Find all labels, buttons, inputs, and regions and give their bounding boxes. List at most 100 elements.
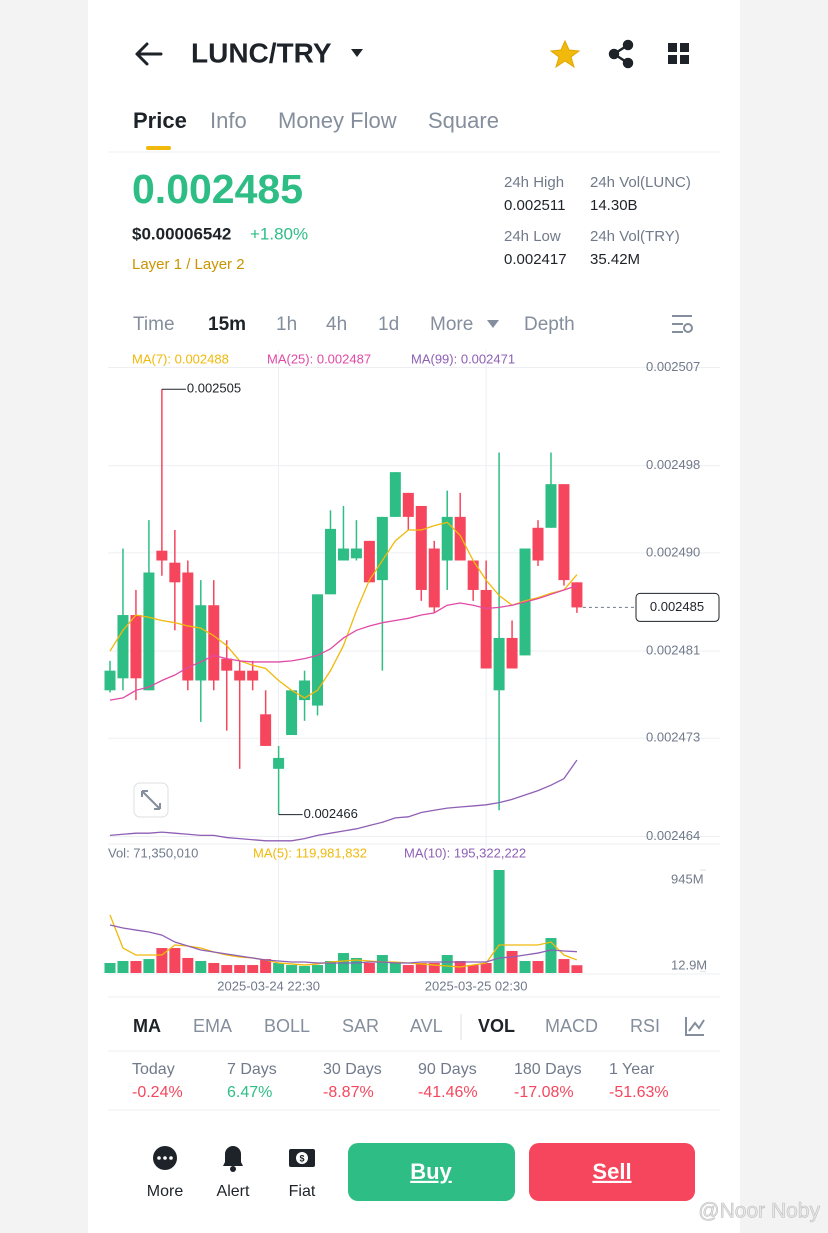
tab-indicator — [146, 146, 171, 150]
back-button[interactable] — [135, 42, 163, 66]
indicator-settings[interactable] — [685, 1017, 705, 1036]
sell-button[interactable]: Sell — [529, 1143, 695, 1201]
category-tag[interactable]: Layer 1 / Layer 2 — [132, 256, 245, 273]
y-tick-label: 0.002473 — [646, 730, 700, 745]
candle-body — [104, 670, 116, 691]
pair-dropdown[interactable] — [351, 49, 363, 57]
volume-bar — [117, 961, 129, 973]
callout-label: 0.002505 — [187, 381, 241, 396]
tab[interactable]: Info — [210, 108, 247, 133]
x-tick-label: 2025-03-24 22:30 — [217, 978, 320, 993]
interval[interactable]: More — [430, 314, 473, 335]
tab[interactable]: Money Flow — [278, 108, 397, 133]
candle-body — [545, 484, 557, 528]
action-more[interactable]: More — [147, 1146, 184, 1200]
indicator-tab[interactable]: MA — [133, 1016, 161, 1036]
volume-bar — [324, 961, 336, 973]
perf-label: 30 Days — [323, 1061, 382, 1078]
expand-button[interactable] — [133, 782, 169, 818]
ma-line — [109, 584, 578, 701]
volume-tick-label: 12.9M — [671, 957, 707, 972]
stat-value: 35.42M — [590, 251, 640, 268]
volume-bar — [441, 955, 453, 973]
chart-settings[interactable] — [672, 315, 693, 333]
interval[interactable]: Time — [133, 314, 175, 335]
candle-body — [363, 540, 375, 583]
candle-body — [324, 528, 336, 595]
perf-value: -41.46% — [418, 1084, 478, 1101]
perf-value: -8.87% — [323, 1084, 374, 1101]
candle-body — [130, 615, 142, 679]
interval[interactable]: Depth — [524, 314, 575, 335]
volume-bar — [182, 957, 194, 973]
volume-bar — [558, 959, 570, 973]
more-dropdown[interactable] — [487, 320, 499, 328]
volume-bar — [286, 965, 298, 973]
grid-menu[interactable] — [668, 43, 689, 64]
tab[interactable]: Square — [428, 108, 499, 133]
watermark: @Noor Noby — [698, 1200, 820, 1223]
stat-label: 24h High — [504, 174, 564, 191]
candle-body — [454, 516, 466, 561]
stat-label: 24h Vol(TRY) — [590, 228, 680, 245]
volume-ma-line — [109, 924, 577, 964]
chart: 0.002507 0.002498 0.002490 0.002481 0.002473… — [104, 350, 720, 993]
perf-value: -51.63% — [609, 1084, 669, 1101]
legend-entry: MA(5): 119,981,832 — [253, 845, 367, 860]
candle-body — [493, 637, 505, 691]
action-alert[interactable]: Alert — [217, 1146, 250, 1200]
perf-label: 180 Days — [514, 1061, 582, 1078]
candle-body — [143, 572, 155, 691]
pair-title[interactable]: LUNC/TRY — [191, 37, 332, 68]
candle-body — [558, 484, 570, 581]
favorite-star[interactable] — [549, 39, 581, 69]
y-tick-label: 0.002481 — [646, 642, 700, 657]
volume-bar — [156, 948, 168, 973]
volume-bar — [532, 961, 544, 973]
interval[interactable]: 1h — [276, 314, 297, 335]
legend-entry: MA(25): 0.002487 — [267, 351, 371, 366]
volume-bar — [389, 962, 401, 973]
indicator-tab[interactable]: RSI — [630, 1016, 660, 1036]
candle-body — [350, 548, 362, 559]
stat-value: 0.002417 — [504, 251, 567, 268]
candle-body — [273, 757, 285, 769]
perf-label: 1 Year — [609, 1061, 655, 1078]
indicator-tab[interactable]: SAR — [342, 1016, 379, 1036]
indicator-tab[interactable]: AVL — [410, 1016, 443, 1036]
action-label: Alert — [217, 1183, 250, 1200]
interval[interactable]: 15m — [208, 314, 246, 335]
buy-button[interactable]: Buy — [348, 1143, 515, 1201]
interval[interactable]: 1d — [378, 314, 399, 335]
volume-bar — [428, 962, 440, 973]
volume-bar — [350, 957, 362, 973]
candle-body — [337, 548, 349, 561]
perf-value: 6.47% — [227, 1084, 272, 1101]
callout-label: 0.002466 — [304, 806, 358, 821]
legend-entry: MA(7): 0.002488 — [132, 351, 229, 366]
tab[interactable]: Price — [133, 108, 187, 133]
indicator-tab[interactable]: BOLL — [264, 1016, 310, 1036]
action-label: More — [147, 1183, 184, 1200]
volume-tick-label: 945M — [671, 871, 704, 886]
action-fiat[interactable]: $ Fiat — [289, 1149, 316, 1200]
indicator-tab[interactable]: MACD — [545, 1016, 598, 1036]
volume-bar — [234, 965, 246, 973]
share-button[interactable] — [608, 39, 634, 69]
stat-value: 14.30B — [590, 197, 638, 214]
perf-label: 7 Days — [227, 1061, 277, 1078]
indicator-tab[interactable]: VOL — [478, 1016, 515, 1036]
ma-line — [109, 759, 578, 842]
indicator-tab[interactable]: EMA — [193, 1016, 232, 1036]
volume-bar — [130, 961, 142, 973]
volume-bar — [402, 965, 414, 973]
candle-body — [234, 670, 246, 681]
perf-value: -0.24% — [132, 1084, 183, 1101]
candle-body — [247, 670, 259, 681]
candle-body — [156, 550, 168, 561]
current-price-box — [635, 592, 720, 622]
perf-label: Today — [132, 1061, 175, 1078]
interval[interactable]: 4h — [326, 314, 347, 335]
